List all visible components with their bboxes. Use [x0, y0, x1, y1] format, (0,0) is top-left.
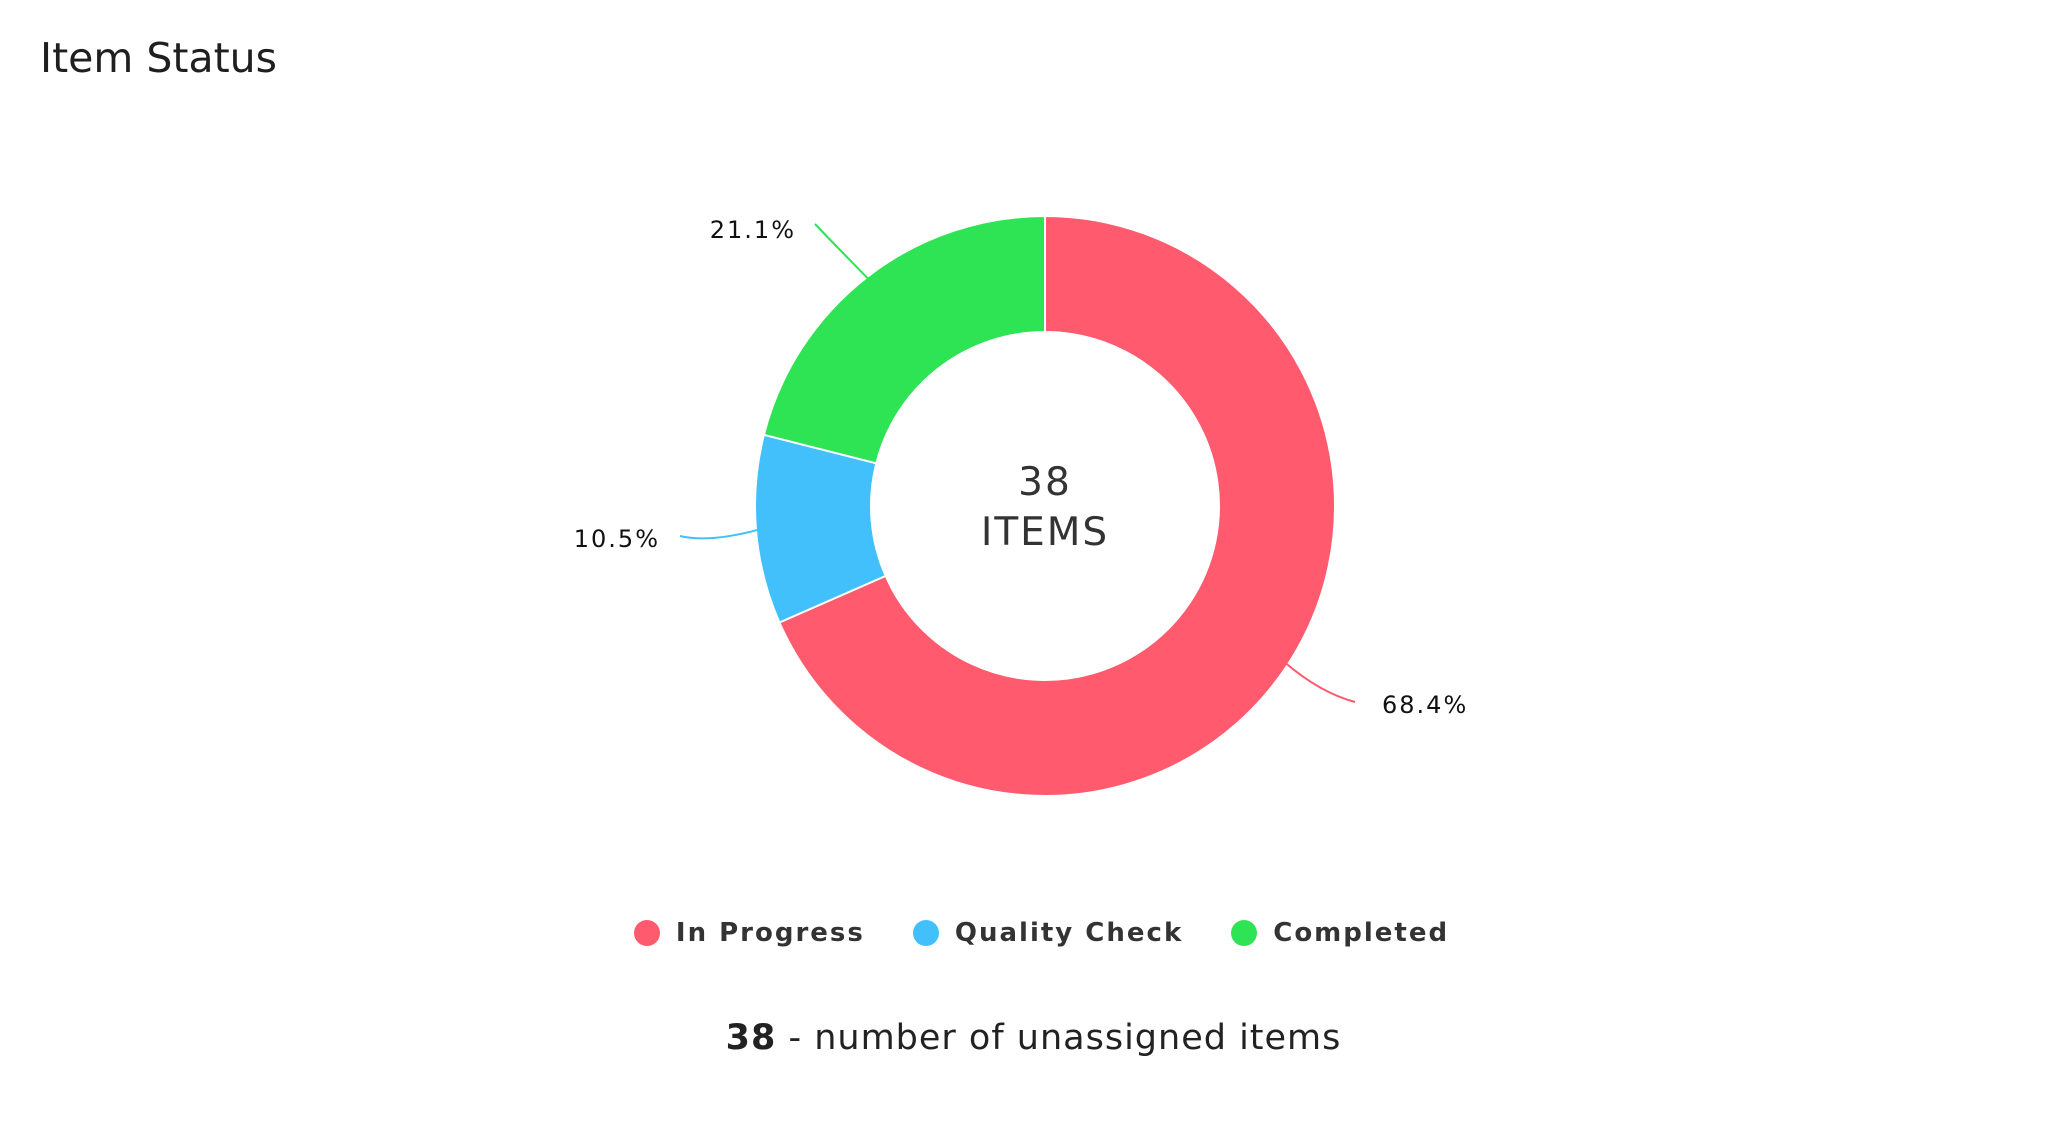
legend: In Progress Quality Check Completed	[0, 918, 2067, 948]
legend-dot-in-progress	[633, 920, 660, 946]
legend-label-completed: Completed	[1273, 918, 1450, 948]
center-unit: ITEMS	[981, 510, 1109, 555]
percent-label-in-progress: 68.4%	[1382, 691, 1468, 719]
legend-label-in-progress: In Progress	[675, 918, 865, 948]
legend-item-completed[interactable]: Completed	[1231, 918, 1449, 948]
legend-item-quality-check[interactable]: Quality Check	[912, 918, 1184, 948]
unassigned-count: 38	[725, 1018, 777, 1058]
slice-completed[interactable]	[762, 214, 1046, 465]
percent-label-quality-check: 10.5%	[574, 525, 660, 553]
legend-dot-completed	[1231, 920, 1258, 946]
legend-label-quality-check: Quality Check	[954, 918, 1184, 948]
legend-item-in-progress[interactable]: In Progress	[633, 918, 865, 948]
unassigned-text: - number of unassigned items	[788, 1018, 1342, 1058]
unassigned-summary: 38 - number of unassigned items	[0, 1018, 2067, 1058]
connector-quality-check	[679, 528, 759, 540]
labels-group: 68.4% 10.5% 21.1%	[574, 216, 1468, 719]
connector-in-progress	[1285, 662, 1356, 703]
donut-chart: 68.4% 10.5% 21.1% 38 ITEMS	[574, 214, 1468, 797]
legend-dot-quality-check	[912, 920, 939, 946]
slice-in-progress[interactable]	[778, 214, 1336, 797]
center-value: 38	[1018, 460, 1072, 505]
card-title: Item Status	[40, 34, 278, 82]
slices-group	[754, 214, 1336, 797]
percent-label-completed: 21.1%	[710, 216, 796, 244]
connector-completed	[814, 223, 869, 280]
